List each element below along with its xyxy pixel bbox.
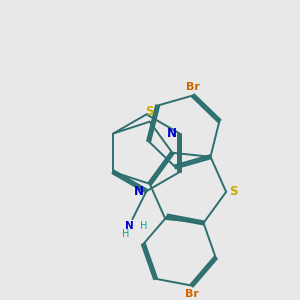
- Text: Br: Br: [185, 290, 199, 299]
- Text: N: N: [167, 127, 177, 140]
- Text: Br: Br: [186, 82, 200, 92]
- Text: H: H: [140, 221, 148, 231]
- Text: N: N: [125, 221, 134, 231]
- Text: N: N: [134, 185, 144, 198]
- Text: S: S: [229, 185, 238, 198]
- Text: S: S: [146, 105, 154, 118]
- Text: H: H: [122, 229, 130, 239]
